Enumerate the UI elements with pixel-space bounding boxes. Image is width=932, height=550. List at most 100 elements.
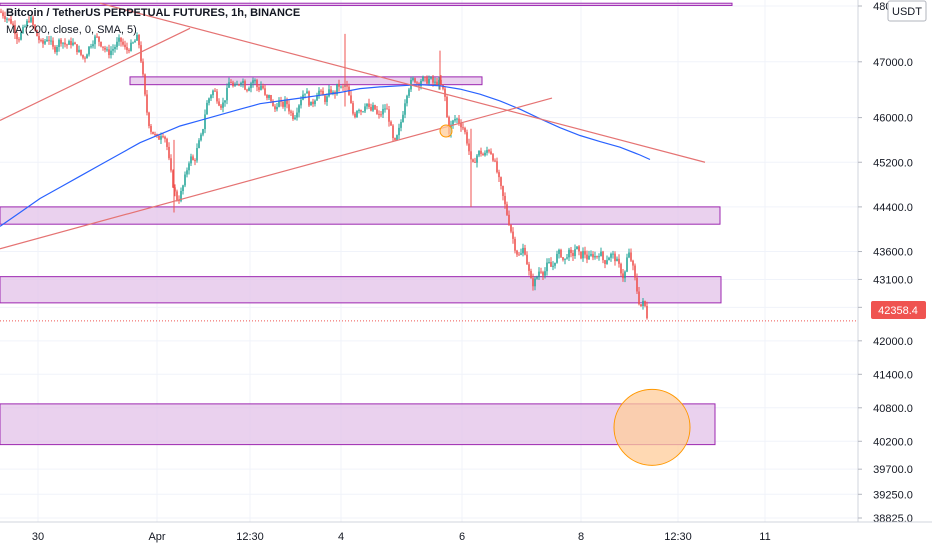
candle-body bbox=[484, 152, 486, 156]
candle-body bbox=[316, 95, 318, 101]
candle-body bbox=[276, 106, 278, 110]
zone-rectangle[interactable] bbox=[0, 206, 721, 225]
candle-body bbox=[314, 100, 316, 105]
candle-body bbox=[140, 45, 142, 62]
candle-body bbox=[614, 253, 616, 262]
candle-body bbox=[352, 103, 354, 114]
candle-body bbox=[24, 26, 26, 28]
candle-body bbox=[58, 39, 60, 47]
candle-body bbox=[88, 46, 90, 55]
candle-body bbox=[46, 39, 48, 42]
candle-body bbox=[84, 57, 86, 59]
candle-body bbox=[428, 78, 430, 84]
y-tick-label: 44400.0 bbox=[873, 202, 913, 214]
candle-body bbox=[272, 100, 274, 107]
candle-body bbox=[636, 277, 638, 292]
candle-body bbox=[22, 26, 24, 33]
candle-body bbox=[596, 256, 598, 258]
candle-body bbox=[50, 40, 52, 42]
y-tick-label: 45200.0 bbox=[873, 157, 913, 169]
y-tick-label: 43600.0 bbox=[873, 247, 913, 259]
candle-body bbox=[216, 91, 218, 102]
candle-body bbox=[480, 150, 482, 154]
zone-rectangle[interactable] bbox=[0, 2, 733, 6]
candle-body bbox=[126, 47, 128, 51]
candle-body bbox=[554, 262, 556, 266]
candle-body bbox=[220, 105, 222, 108]
candle-body bbox=[40, 40, 42, 42]
candle-body bbox=[136, 35, 138, 41]
zone-rectangle[interactable] bbox=[0, 403, 716, 446]
moving-average bbox=[0, 84, 651, 227]
candle-body bbox=[586, 254, 588, 260]
candle-body bbox=[284, 99, 286, 107]
candle-body bbox=[80, 49, 82, 55]
candle-body bbox=[598, 256, 600, 258]
candle-body bbox=[478, 150, 480, 156]
candle-body bbox=[72, 42, 74, 46]
zones[interactable] bbox=[0, 2, 733, 446]
candle-body bbox=[146, 94, 148, 113]
markers[interactable] bbox=[439, 124, 691, 466]
candle-body bbox=[508, 214, 510, 225]
circle-marker[interactable] bbox=[613, 388, 691, 466]
candle-body bbox=[292, 112, 294, 119]
trendline[interactable] bbox=[0, 27, 191, 121]
candle-body bbox=[308, 91, 310, 106]
candle-body bbox=[390, 121, 392, 126]
candle-body bbox=[582, 251, 584, 259]
y-axis[interactable]: 48000.047000.046000.045200.044400.043600… bbox=[858, 1, 913, 525]
candle-body bbox=[250, 83, 252, 89]
candle-body bbox=[246, 89, 248, 91]
candle-body bbox=[430, 77, 432, 79]
candle-body bbox=[482, 153, 484, 156]
x-axis[interactable]: 30 Apr 12:30 4 6 8 12:30 11 bbox=[32, 531, 771, 543]
candle-body bbox=[8, 18, 10, 20]
candle-body bbox=[494, 160, 496, 162]
circle-marker[interactable] bbox=[439, 124, 453, 138]
candle-body bbox=[402, 114, 404, 122]
candle-body bbox=[70, 41, 72, 46]
candle-body bbox=[110, 50, 112, 56]
candle-body bbox=[124, 44, 126, 48]
candle-body bbox=[310, 101, 312, 106]
candle-body bbox=[266, 94, 268, 98]
candle-body bbox=[318, 90, 320, 96]
candle-body bbox=[52, 40, 54, 47]
candle-body bbox=[60, 39, 62, 44]
zone-rectangle[interactable] bbox=[0, 276, 722, 304]
candle-body bbox=[296, 112, 298, 118]
candle-body bbox=[486, 150, 488, 153]
candle-body bbox=[96, 36, 98, 38]
candle-body bbox=[66, 44, 68, 46]
candle-body bbox=[30, 17, 32, 22]
candle-body bbox=[150, 125, 152, 132]
trendline[interactable] bbox=[99, 2, 706, 163]
zone-rectangle[interactable] bbox=[129, 76, 483, 86]
candle-body bbox=[36, 30, 38, 37]
candle-body bbox=[20, 32, 22, 40]
candle-body bbox=[540, 271, 542, 273]
candle-body bbox=[532, 278, 534, 287]
chart-title: Bitcoin / TetherUS PERPETUAL FUTURES, 1h… bbox=[6, 7, 300, 19]
candle-body bbox=[210, 95, 212, 99]
candle-body bbox=[524, 247, 526, 255]
candle-body bbox=[232, 82, 234, 87]
candle-body bbox=[94, 36, 96, 45]
currency-badge[interactable] bbox=[887, 0, 927, 22]
trendline[interactable] bbox=[0, 97, 553, 250]
candle-body bbox=[474, 161, 476, 163]
trendlines[interactable] bbox=[0, 2, 706, 250]
indicator-label[interactable]: MA (200, close, 0, SMA, 5) bbox=[6, 24, 137, 36]
candle-body bbox=[564, 258, 566, 260]
candle-body bbox=[576, 246, 578, 250]
candle-body bbox=[118, 37, 120, 42]
candle-body bbox=[252, 80, 254, 84]
candle-body bbox=[580, 251, 582, 259]
candle-body bbox=[158, 135, 160, 140]
candle-body bbox=[120, 37, 122, 42]
candle-body bbox=[588, 255, 590, 260]
candle-body bbox=[270, 94, 272, 101]
